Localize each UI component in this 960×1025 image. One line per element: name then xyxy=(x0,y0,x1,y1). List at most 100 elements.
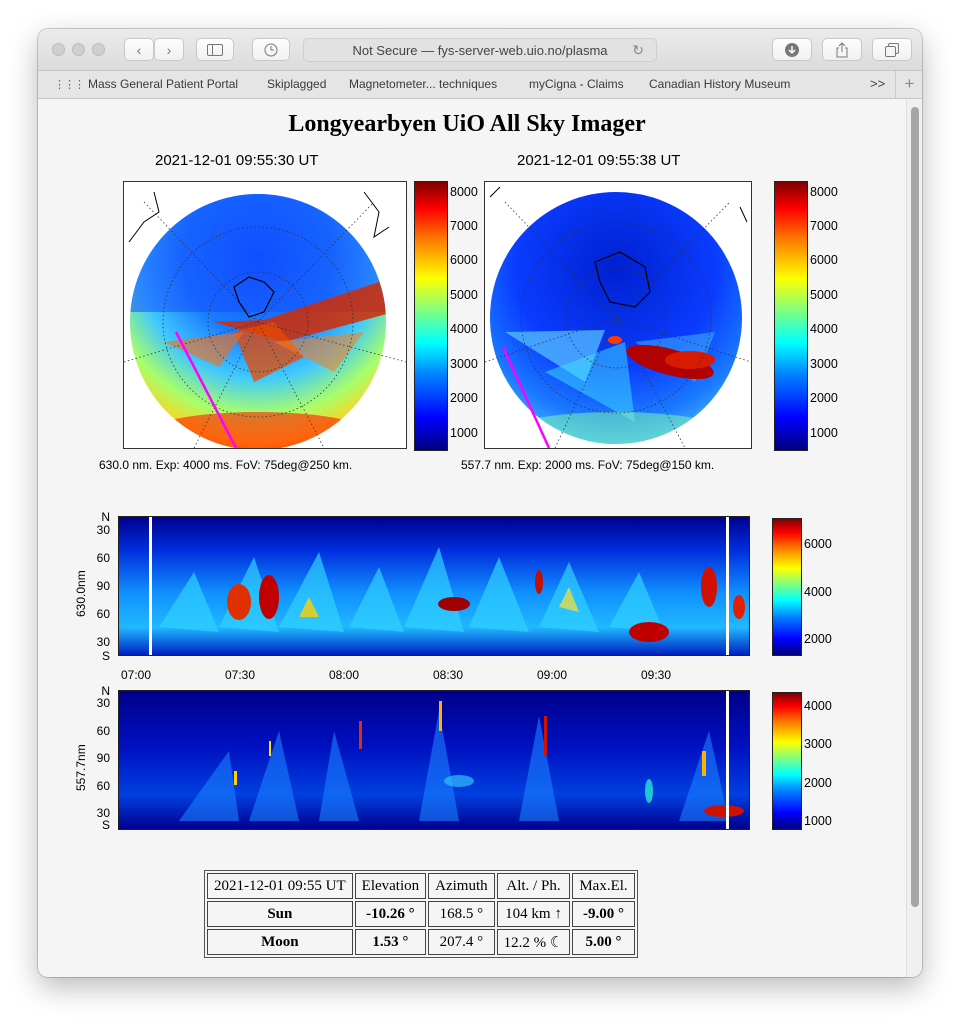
table-cell-max-el: 5.00 ° xyxy=(572,929,635,955)
colorbar-2-tick: 5000 xyxy=(810,288,838,302)
keogram-1-ylabel: 630.0nm xyxy=(74,570,88,617)
colorbar-image-1 xyxy=(414,181,448,451)
downloads-button[interactable] xyxy=(772,38,812,61)
keogram-630nm[interactable] xyxy=(118,516,750,656)
colorbar-keogram-1 xyxy=(772,518,802,656)
keogram-1-ytick: 30 xyxy=(96,523,110,537)
address-bar[interactable]: Not Secure — fys-server-web.uio.no/plasm… xyxy=(303,38,657,62)
table-header-cell: Azimuth xyxy=(428,873,495,899)
image-2-timestamp: 2021-12-01 09:55:38 UT xyxy=(517,152,681,169)
table-cell-elevation: 1.53 ° xyxy=(354,929,427,955)
colorbar-2-tick: 8000 xyxy=(810,185,838,199)
all-sky-image-557nm[interactable] xyxy=(484,181,752,449)
keogram-1-xtick: 09:00 xyxy=(536,668,568,682)
keogram-2-ytick: S xyxy=(101,818,110,832)
colorbar-1-tick: 5000 xyxy=(450,288,478,302)
scrollbar-thumb[interactable] xyxy=(911,107,919,907)
keogram-1-ytick: S xyxy=(101,649,110,663)
share-button[interactable] xyxy=(822,38,862,61)
new-tab-button[interactable]: + xyxy=(895,71,922,98)
table-header-cell: Elevation xyxy=(354,873,427,899)
keogram-1-xtick: 09:30 xyxy=(640,668,672,682)
table-cell-azimuth: 168.5 ° xyxy=(428,901,495,927)
keogram-2-current-time-line xyxy=(726,691,729,829)
keogram-2-ytick: 60 xyxy=(96,724,110,738)
colorbar-image-2 xyxy=(774,181,808,451)
keogram-1-ytick: 90 xyxy=(96,579,110,593)
page-title: Longyearbyen UiO All Sky Imager xyxy=(288,111,646,137)
sidebar-button[interactable] xyxy=(196,38,234,61)
table-cell-elevation: -10.26 ° xyxy=(354,901,427,927)
browser-window: ‹ › Not Secure — fys-server-web.uio.no/p… xyxy=(38,29,922,977)
colorbar-1-tick: 1000 xyxy=(450,426,478,440)
keogram-557nm[interactable] xyxy=(118,690,750,830)
scrollbar[interactable] xyxy=(906,99,922,977)
bookmark-magnetometer[interactable]: Magnetometer... techniques xyxy=(349,77,498,91)
colorbar-1-tick: 3000 xyxy=(450,357,478,371)
colorbar-2-tick: 3000 xyxy=(810,357,838,371)
colorbar-2-tick: 2000 xyxy=(810,391,838,405)
bookmark-mass-general[interactable]: Mass General Patient Portal xyxy=(88,77,239,91)
image-1-caption: 630.0 nm. Exp: 4000 ms. FoV: 75deg@250 k… xyxy=(99,458,353,472)
chevron-right-icon: › xyxy=(166,41,172,58)
table-header-cell: Max.El. xyxy=(572,873,635,899)
bookmark-skiplagged[interactable]: Skiplagged xyxy=(267,77,327,91)
keogram-1-current-time-line xyxy=(726,517,729,655)
colorbar-2-tick: 7000 xyxy=(810,219,838,233)
keogram-2-ytick: 30 xyxy=(96,696,110,710)
colorbar-1-tick: 8000 xyxy=(450,185,478,199)
bookmarks-bar: ⋮⋮⋮ Mass General Patient Portal Skiplagg… xyxy=(38,71,922,99)
image-2-caption: 557.7 nm. Exp: 2000 ms. FoV: 75deg@150 k… xyxy=(461,458,715,472)
keogram-2-ytick: 90 xyxy=(96,751,110,765)
history-button[interactable] xyxy=(252,38,290,61)
colorbar-1-tick: 4000 xyxy=(450,322,478,336)
table-row-moon: Moon 1.53 ° 207.4 ° 12.2 % ☾ 5.00 ° xyxy=(207,929,635,955)
download-icon xyxy=(785,42,799,57)
colorbar-1-tick: 2000 xyxy=(450,391,478,405)
bookmark-mycigna[interactable]: myCigna - Claims xyxy=(529,77,624,91)
keogram-2-ylabel: 557.7nm xyxy=(74,744,88,791)
clock-icon xyxy=(264,43,278,56)
reload-icon[interactable]: ↻ xyxy=(632,42,644,58)
colorbar-1-tick: 7000 xyxy=(450,219,478,233)
colorbar-2-tick: 1000 xyxy=(810,426,838,440)
keogram-1-xtick: 07:30 xyxy=(224,668,256,682)
keogram-1-xtick: 07:00 xyxy=(120,668,152,682)
keogram-1-xtick: 08:30 xyxy=(432,668,464,682)
grid-icon[interactable]: ⋮⋮⋮ xyxy=(54,79,85,91)
page-content: Longyearbyen UiO All Sky Imager 2021-12-… xyxy=(38,99,906,977)
back-button[interactable]: ‹ xyxy=(124,38,154,61)
bookmark-history-museum[interactable]: Canadian History Museum xyxy=(649,77,791,91)
all-sky-image-630nm[interactable] xyxy=(123,181,407,449)
keogram-1-ytick: 60 xyxy=(96,551,110,565)
tabs-button[interactable] xyxy=(872,38,912,61)
minimize-window-button[interactable] xyxy=(72,43,85,56)
browser-toolbar: ‹ › Not Secure — fys-server-web.uio.no/p… xyxy=(38,29,922,71)
colorbar-k2-tick: 2000 xyxy=(804,776,832,790)
more-bookmarks-button[interactable]: >> xyxy=(870,76,886,91)
keogram-1-ytick: 30 xyxy=(96,635,110,649)
table-cell-alt-ph: 104 km ↑ xyxy=(496,901,571,927)
zoom-window-button[interactable] xyxy=(92,43,105,56)
colorbar-k2-tick: 3000 xyxy=(804,737,832,751)
colorbar-k1-tick: 6000 xyxy=(804,537,832,551)
keogram-1-ytick: N xyxy=(101,510,110,524)
table-header-cell: Alt. / Ph. xyxy=(496,873,571,899)
tabs-icon xyxy=(885,42,899,57)
share-icon xyxy=(836,41,848,57)
chevron-left-icon: ‹ xyxy=(136,41,142,58)
address-text: Not Secure — fys-server-web.uio.no/plasm… xyxy=(352,42,608,58)
keogram-2-ytick: N xyxy=(101,684,110,698)
sidebar-icon xyxy=(207,43,223,56)
colorbar-2-tick: 4000 xyxy=(810,322,838,336)
forward-button[interactable]: › xyxy=(154,38,184,61)
table-cell-alt-ph: 12.2 % ☾ xyxy=(496,929,571,955)
colorbar-k1-tick: 4000 xyxy=(804,585,832,599)
colorbar-k1-tick: 2000 xyxy=(804,632,832,646)
colorbar-k2-tick: 1000 xyxy=(804,814,832,828)
colorbar-k2-tick: 4000 xyxy=(804,699,832,713)
keogram-2-ytick: 30 xyxy=(96,806,110,820)
colorbar-1-tick: 6000 xyxy=(450,253,478,267)
close-window-button[interactable] xyxy=(52,43,65,56)
table-cell-name: Sun xyxy=(207,901,353,927)
